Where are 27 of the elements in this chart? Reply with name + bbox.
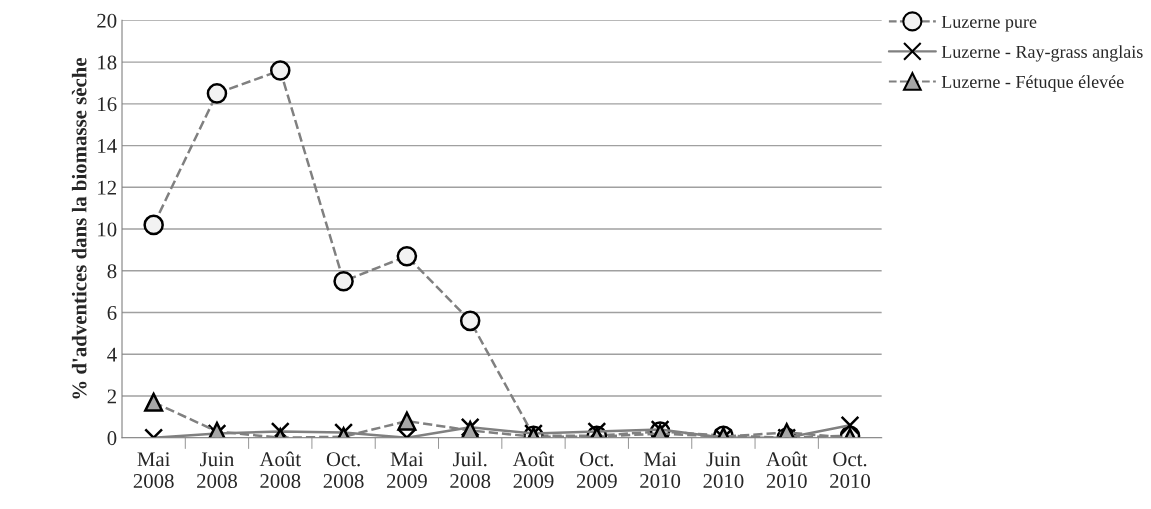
x-tick-label: Mai 2009 — [386, 452, 427, 489]
x-tick-label: Juin 2008 — [197, 452, 237, 489]
y-axis-title: % d'adventices dans la biomasse sèche — [71, 58, 87, 399]
x-tick-label: Juin 2010 — [703, 452, 744, 489]
x-tick-label: Août 2008 — [259, 451, 301, 489]
x-tick-label: Mai 2008 — [133, 452, 174, 489]
y-tick-label: 8 — [107, 264, 117, 279]
y-tick-label: 4 — [107, 347, 117, 362]
legend-label: Luzerne pure — [941, 15, 1037, 32]
x-tick-label: Août 2010 — [766, 451, 808, 489]
x-tick-label: Oct. 2009 — [576, 452, 617, 489]
y-tick-label: 16 — [98, 97, 117, 112]
legend-label: Luzerne - Ray-grass anglais — [941, 45, 1143, 62]
y-tick-label: 14 — [98, 139, 117, 153]
y-tick-label: 20 — [97, 13, 117, 28]
y-tick-label: 10 — [98, 222, 117, 237]
x-tick-label: Oct. 2010 — [830, 452, 871, 489]
y-tick-label: 12 — [98, 180, 116, 195]
legend-label: Luzerne - Fétuque élevée — [941, 75, 1124, 92]
x-tick-label: Août 2009 — [512, 451, 555, 489]
x-tick-label: Oct. 2008 — [323, 452, 364, 489]
y-tick-label: 18 — [98, 55, 117, 70]
x-tick-label: Juil. 2008 — [450, 451, 491, 489]
x-tick-label: Mai 2010 — [640, 452, 681, 489]
y-tick-label: 6 — [107, 305, 117, 320]
y-tick-label: 2 — [107, 389, 116, 404]
y-tick-label: 0 — [107, 431, 117, 446]
